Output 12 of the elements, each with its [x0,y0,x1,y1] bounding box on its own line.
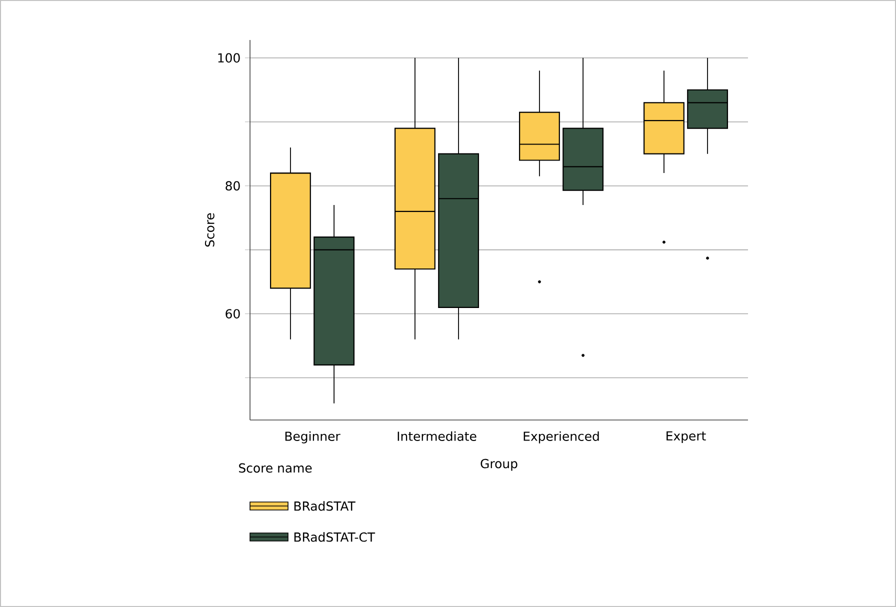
x-tick-label: Expert [666,431,706,444]
y-tick-label: 60 [226,309,240,318]
y-axis-title: Score [204,213,214,247]
legend-label: BRadSTAT [294,501,356,511]
y-tick-label: 80 [226,181,240,191]
legend-title: Score name [239,463,312,473]
x-axis-title: Group [480,458,518,471]
x-tick-label: Experienced [524,431,599,444]
x-tick-label: Intermediate [398,431,476,441]
y-tick-label: 100 [218,53,240,63]
x-tick-label: Beginner [285,431,340,444]
legend-label: BRadSTAT-CT [294,532,376,542]
